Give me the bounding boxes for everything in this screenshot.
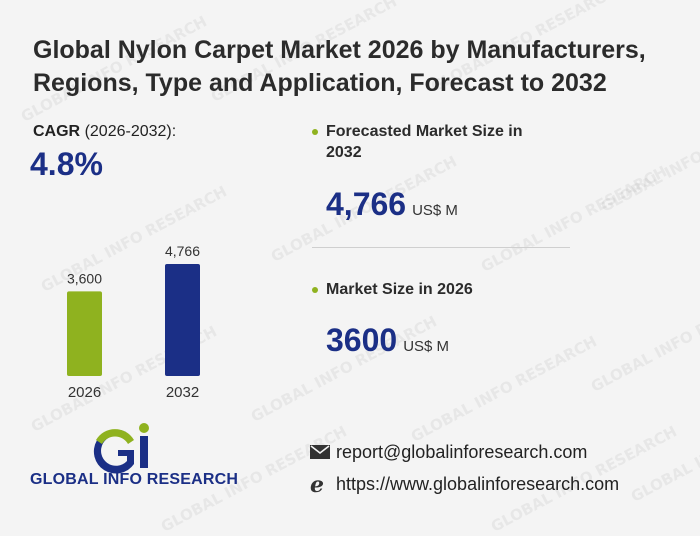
category-label: 2032 (166, 384, 199, 401)
bar-2032 (165, 264, 200, 376)
gi-logo-icon (93, 423, 149, 474)
mail-icon (310, 443, 332, 464)
cagr-period: (2026-2032): (84, 123, 177, 140)
divider (312, 247, 570, 248)
bar-value-label: 4,766 (165, 243, 200, 259)
current-label: Market Size in 2026 (326, 281, 473, 298)
bar-2026 (67, 291, 102, 376)
forecast-unit: US$ M (412, 202, 458, 219)
current-number: 3600 (326, 322, 398, 358)
forecast-number: 4,766 (326, 186, 407, 222)
category-label: 2026 (68, 384, 101, 401)
cagr-label: CAGR (2026-2032): (33, 123, 176, 141)
watermark-text: GLOBAL INFO RESEARCH (597, 102, 700, 216)
cagr-label-bold: CAGR (33, 123, 81, 140)
current-value: 3600 US$ M (326, 322, 449, 359)
watermark-text: GLOBAL INFO RESEARCH (477, 162, 670, 276)
watermark-text: GLOBAL INFO RESEARCH (627, 392, 700, 506)
logo-text: GLOBAL INFO RESEARCH (30, 471, 239, 488)
current-bullet (312, 287, 318, 293)
email-link[interactable]: report@globalinforesearch.com (336, 442, 588, 462)
website-link[interactable]: https://www.globalinforesearch.com (336, 473, 620, 494)
current-unit: US$ M (403, 338, 450, 355)
email-row: report@globalinforesearch.com (310, 442, 587, 464)
bar-chart: 3,600 2026 4,766 2032 (67, 243, 200, 401)
browser-e-icon: e (310, 472, 324, 498)
bar-value-label: 3,600 (67, 270, 102, 286)
forecast-bullet (312, 129, 318, 135)
watermark-text: GLOBAL INFO RESEARCH (587, 282, 700, 396)
forecast-value: 4,766 US$ M (326, 186, 458, 223)
page-title: Global Nylon Carpet Market 2026 by Manuf… (33, 36, 646, 97)
website-row: e https://www.globalinforesearch.com (310, 472, 619, 498)
cagr-value: 4.8% (30, 146, 103, 182)
forecast-label: Forecasted Market Size in 2032 (326, 123, 523, 161)
